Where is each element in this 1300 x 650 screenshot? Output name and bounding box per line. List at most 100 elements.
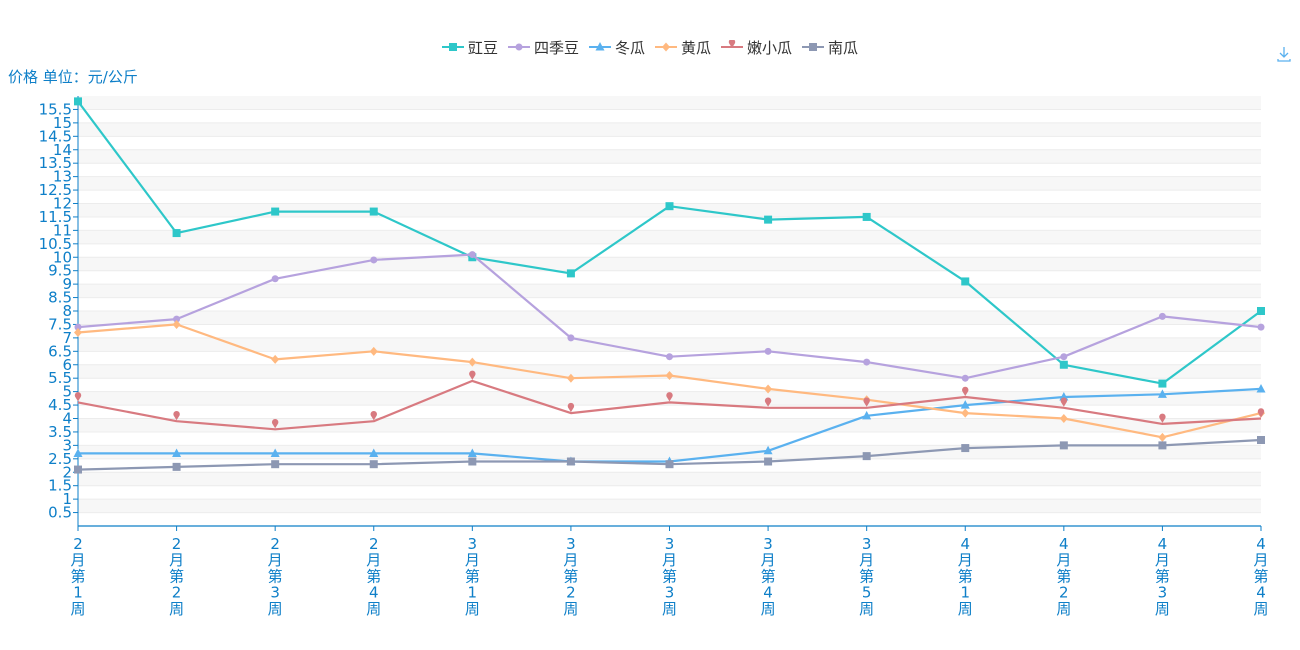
data-point[interactable] — [1059, 441, 1068, 450]
data-point[interactable] — [468, 457, 477, 466]
legend-marker-icon[interactable] — [515, 43, 523, 51]
data-point[interactable] — [1158, 432, 1167, 442]
legend-item-2[interactable]: 冬瓜 — [588, 37, 645, 58]
data-point[interactable] — [271, 460, 280, 469]
legend-marker-icon[interactable] — [595, 42, 605, 51]
data-point[interactable] — [370, 256, 378, 264]
data-point[interactable] — [566, 269, 575, 278]
data-point[interactable] — [764, 347, 772, 355]
data-point[interactable] — [1257, 323, 1265, 331]
legend-item-0[interactable]: 豇豆 — [441, 37, 498, 58]
data-point[interactable] — [863, 397, 870, 407]
data-point[interactable] — [1059, 360, 1068, 369]
data-point[interactable] — [665, 460, 674, 469]
legend-label: 黄瓜 — [681, 38, 712, 57]
data-point[interactable] — [961, 277, 970, 286]
data-point[interactable] — [270, 448, 280, 457]
legend-item-3[interactable]: 黄瓜 — [655, 37, 711, 58]
data-point[interactable] — [962, 386, 969, 396]
data-point[interactable] — [862, 410, 872, 420]
data-point[interactable] — [960, 400, 970, 409]
data-point[interactable] — [566, 373, 575, 383]
legend-marker-icon[interactable] — [809, 43, 818, 51]
data-point[interactable] — [862, 212, 871, 221]
data-point[interactable] — [74, 323, 82, 331]
data-point[interactable] — [74, 328, 82, 337]
y-tick-label: 1 — [62, 490, 72, 508]
data-point[interactable] — [369, 460, 378, 469]
data-point[interactable] — [961, 444, 970, 453]
data-point[interactable] — [763, 445, 773, 455]
data-point[interactable] — [74, 465, 82, 474]
data-point[interactable] — [1257, 408, 1265, 418]
data-point[interactable] — [172, 229, 181, 238]
data-point[interactable] — [961, 374, 969, 382]
data-point[interactable] — [764, 215, 773, 224]
data-point[interactable] — [665, 371, 674, 380]
legend-item-1[interactable]: 四季豆 — [507, 37, 579, 58]
data-point[interactable] — [1159, 413, 1166, 423]
data-point[interactable] — [369, 448, 379, 457]
data-point[interactable] — [271, 354, 280, 364]
y-tick-label: 6.5 — [48, 342, 72, 360]
legend-label: 嫩小瓜 — [747, 38, 793, 57]
data-point[interactable] — [961, 408, 970, 418]
data-point[interactable] — [1059, 392, 1069, 401]
data-point[interactable] — [172, 448, 182, 457]
data-point[interactable] — [666, 353, 673, 361]
data-point[interactable] — [863, 358, 871, 366]
data-point[interactable] — [74, 392, 82, 402]
y-tick-label: 14 — [53, 141, 72, 159]
data-point[interactable] — [271, 207, 280, 216]
data-point[interactable] — [271, 275, 279, 283]
data-point[interactable] — [1060, 353, 1068, 361]
legend-marker-icon[interactable] — [448, 43, 457, 51]
data-point[interactable] — [567, 334, 575, 342]
grid-band — [78, 472, 1261, 486]
data-point[interactable] — [173, 410, 180, 421]
data-point[interactable] — [1257, 436, 1265, 444]
data-point[interactable] — [567, 402, 575, 413]
data-point[interactable] — [271, 419, 279, 429]
data-point[interactable] — [1158, 312, 1166, 320]
data-point[interactable] — [764, 457, 773, 466]
data-point[interactable] — [370, 410, 377, 421]
data-point[interactable] — [369, 346, 378, 356]
data-point[interactable] — [1158, 441, 1167, 450]
data-point[interactable] — [1158, 379, 1167, 388]
data-point[interactable] — [862, 452, 871, 461]
legend-marker-icon[interactable] — [662, 42, 670, 52]
legend-item-5[interactable]: 南瓜 — [802, 37, 858, 58]
data-point[interactable] — [467, 448, 477, 457]
y-tick-label: 11.5 — [39, 208, 72, 226]
data-point[interactable] — [1257, 307, 1265, 315]
data-point[interactable] — [469, 370, 476, 380]
data-point[interactable] — [566, 457, 575, 466]
data-point[interactable] — [74, 97, 82, 106]
download-icon[interactable] — [1274, 44, 1294, 64]
legend-item-4[interactable]: 嫩小瓜 — [721, 37, 792, 58]
data-point[interactable] — [1256, 383, 1266, 393]
grid-band — [78, 257, 1261, 271]
y-tick-label: 1.5 — [48, 477, 72, 495]
data-point[interactable] — [764, 397, 772, 407]
legend-marker-icon[interactable] — [728, 40, 736, 48]
data-point[interactable] — [666, 392, 673, 402]
data-point[interactable] — [665, 202, 674, 211]
data-point[interactable] — [468, 357, 477, 367]
data-point[interactable] — [1059, 414, 1068, 423]
y-tick-label: 4.5 — [48, 396, 72, 414]
x-tick-label: 4 月第 1 周 — [958, 535, 973, 618]
data-point[interactable] — [369, 207, 378, 216]
y-tick-label: 10 — [53, 248, 72, 266]
data-point[interactable] — [172, 462, 181, 471]
data-point[interactable] — [764, 384, 773, 394]
data-point[interactable] — [73, 448, 83, 457]
data-point[interactable] — [173, 315, 181, 323]
y-tick-label: 6 — [62, 356, 72, 374]
data-point[interactable] — [468, 251, 476, 259]
data-point[interactable] — [1157, 389, 1167, 398]
data-point[interactable] — [172, 319, 181, 329]
data-point[interactable] — [1060, 397, 1068, 407]
